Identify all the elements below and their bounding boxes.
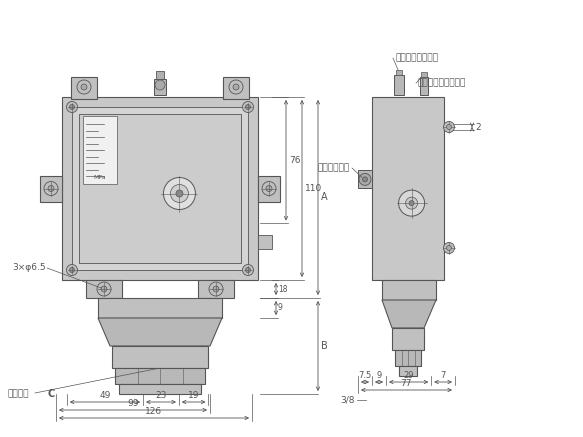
Bar [394, 75, 405, 95]
Circle shape [243, 264, 254, 275]
Text: 7.5: 7.5 [359, 371, 371, 380]
Text: 六角対辺: 六角対辺 [7, 389, 29, 398]
Circle shape [409, 201, 414, 206]
Bar [372, 97, 444, 280]
Circle shape [69, 267, 75, 273]
Circle shape [170, 184, 188, 202]
Bar [258, 176, 280, 201]
Bar [72, 107, 248, 270]
Bar [198, 280, 234, 298]
Circle shape [444, 243, 455, 253]
Text: 19: 19 [188, 391, 199, 400]
Bar [40, 176, 62, 201]
Text: 3×φ6.5: 3×φ6.5 [12, 264, 45, 273]
Polygon shape [382, 300, 436, 328]
Text: 99: 99 [127, 399, 139, 408]
Circle shape [77, 80, 91, 94]
Text: 18: 18 [278, 284, 287, 294]
Circle shape [229, 80, 243, 94]
Text: 77: 77 [401, 379, 412, 388]
Circle shape [444, 121, 455, 132]
Circle shape [245, 104, 251, 110]
Bar [258, 235, 272, 249]
Text: 29: 29 [403, 371, 414, 380]
Text: 110: 110 [305, 184, 322, 193]
Bar [115, 368, 205, 384]
Text: 2: 2 [475, 122, 480, 132]
Text: 126: 126 [145, 407, 163, 416]
Bar [86, 280, 122, 298]
Bar [392, 328, 424, 350]
Bar [112, 346, 208, 368]
Text: 応差調整用ボルト: 応差調整用ボルト [395, 53, 438, 62]
Text: MPa: MPa [94, 175, 106, 180]
Text: 9: 9 [278, 304, 283, 312]
Circle shape [406, 197, 417, 209]
Circle shape [399, 190, 424, 216]
Circle shape [66, 264, 78, 275]
Text: B: B [321, 341, 328, 351]
Text: A: A [321, 193, 328, 202]
Circle shape [262, 181, 276, 195]
Circle shape [447, 246, 451, 250]
Bar [223, 77, 249, 99]
Bar [71, 77, 97, 99]
Bar [98, 298, 222, 318]
Circle shape [44, 181, 58, 195]
Circle shape [447, 125, 451, 129]
Circle shape [245, 267, 251, 273]
Circle shape [81, 84, 87, 90]
Bar [420, 77, 428, 95]
Bar [83, 116, 117, 184]
Circle shape [209, 282, 223, 296]
Circle shape [66, 101, 78, 112]
Circle shape [233, 84, 239, 90]
Bar [358, 170, 372, 188]
Bar [399, 366, 417, 376]
Text: 76: 76 [289, 156, 300, 165]
Bar [156, 71, 164, 79]
Circle shape [243, 101, 254, 112]
Bar [382, 280, 436, 300]
Text: 23: 23 [155, 391, 167, 400]
Bar [154, 79, 166, 95]
Circle shape [69, 104, 75, 110]
Circle shape [213, 286, 219, 292]
Circle shape [359, 173, 371, 185]
Bar [395, 350, 421, 366]
Text: 7: 7 [440, 371, 446, 380]
Circle shape [155, 80, 165, 90]
Text: 3/8: 3/8 [340, 395, 355, 405]
Circle shape [163, 177, 195, 209]
Text: 49: 49 [99, 391, 111, 400]
Text: ネオンランプ: ネオンランプ [318, 163, 350, 173]
Text: 設定圧力調整ボルト: 設定圧力調整ボルト [418, 79, 466, 87]
Circle shape [363, 177, 367, 182]
Bar [119, 384, 201, 394]
Bar [62, 97, 258, 280]
Bar [396, 70, 402, 75]
Circle shape [48, 185, 54, 191]
Circle shape [101, 286, 107, 292]
Polygon shape [98, 318, 222, 346]
Circle shape [97, 282, 111, 296]
Text: C: C [47, 389, 54, 399]
Circle shape [266, 185, 272, 191]
Bar [421, 72, 427, 77]
Bar [79, 114, 241, 263]
Text: 9: 9 [377, 371, 382, 380]
Circle shape [176, 190, 183, 197]
